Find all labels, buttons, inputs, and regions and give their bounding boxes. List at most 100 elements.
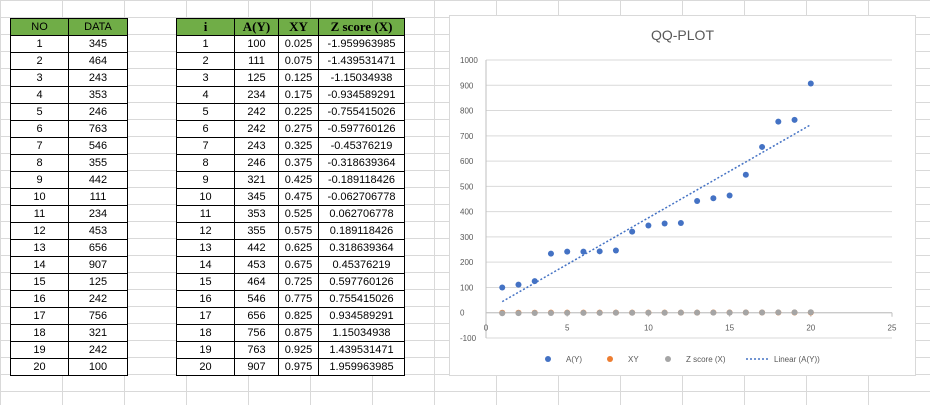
- data-table-cell[interactable]: 656: [68, 239, 128, 257]
- qq-table-cell[interactable]: 19: [176, 341, 235, 359]
- qq-table-cell[interactable]: 125: [234, 69, 279, 87]
- qq-table-header-cell[interactable]: Z score (X): [318, 18, 405, 36]
- data-table-cell[interactable]: 7: [10, 137, 69, 155]
- qq-table-cell[interactable]: 0.875: [278, 324, 319, 342]
- data-table-cell[interactable]: 13: [10, 239, 69, 257]
- data-table-cell[interactable]: 453: [68, 222, 128, 240]
- qq-table-cell[interactable]: -0.189118426: [318, 171, 405, 189]
- qq-table-cell[interactable]: 15: [176, 273, 235, 291]
- data-table-cell[interactable]: 546: [68, 137, 128, 155]
- qq-table-cell[interactable]: 0.075: [278, 52, 319, 70]
- data-table-cell[interactable]: 345: [68, 35, 128, 53]
- data-table-cell[interactable]: 15: [10, 273, 69, 291]
- qq-table-cell[interactable]: 12: [176, 222, 235, 240]
- qq-table-cell[interactable]: 0.775: [278, 290, 319, 308]
- data-table-cell[interactable]: 4: [10, 86, 69, 104]
- qq-table-cell[interactable]: 0.825: [278, 307, 319, 325]
- qq-table-cell[interactable]: 0.925: [278, 341, 319, 359]
- data-table-cell[interactable]: 6: [10, 120, 69, 138]
- data-table-cell[interactable]: 355: [68, 154, 128, 172]
- qq-table-cell[interactable]: 1.959963985: [318, 358, 405, 376]
- qq-table-cell[interactable]: 9: [176, 171, 235, 189]
- qq-table-cell[interactable]: -0.755415026: [318, 103, 405, 121]
- qq-table-cell[interactable]: 0.318639364: [318, 239, 405, 257]
- data-table-cell[interactable]: 12: [10, 222, 69, 240]
- data-table-cell[interactable]: 907: [68, 256, 128, 274]
- qq-table-cell[interactable]: 0.125: [278, 69, 319, 87]
- qq-table-header-cell[interactable]: i: [176, 18, 235, 36]
- qq-table-cell[interactable]: 246: [234, 154, 279, 172]
- qq-table-cell[interactable]: 20: [176, 358, 235, 376]
- qq-table-cell[interactable]: 0.375: [278, 154, 319, 172]
- qq-table-cell[interactable]: -1.959963985: [318, 35, 405, 53]
- data-table-header-cell[interactable]: NO: [10, 18, 69, 36]
- qq-table-cell[interactable]: 0.675: [278, 256, 319, 274]
- qq-table-header-cell[interactable]: XY: [278, 18, 319, 36]
- data-table-cell[interactable]: 763: [68, 120, 128, 138]
- qq-table-cell[interactable]: 0.934589291: [318, 307, 405, 325]
- data-table-cell[interactable]: 353: [68, 86, 128, 104]
- qq-table-cell[interactable]: 3: [176, 69, 235, 87]
- qq-table-cell[interactable]: 234: [234, 86, 279, 104]
- qq-table-cell[interactable]: 1.439531471: [318, 341, 405, 359]
- data-table-cell[interactable]: 464: [68, 52, 128, 70]
- data-table-cell[interactable]: 17: [10, 307, 69, 325]
- data-table-cell[interactable]: 18: [10, 324, 69, 342]
- qq-table-cell[interactable]: 0.062706778: [318, 205, 405, 223]
- qq-table-cell[interactable]: 907: [234, 358, 279, 376]
- data-table-cell[interactable]: 242: [68, 341, 128, 359]
- qq-table-cell[interactable]: 18: [176, 324, 235, 342]
- qq-table-cell[interactable]: 0.189118426: [318, 222, 405, 240]
- data-table-cell[interactable]: 9: [10, 171, 69, 189]
- qq-table-cell[interactable]: 546: [234, 290, 279, 308]
- qq-table-cell[interactable]: 0.597760126: [318, 273, 405, 291]
- qq-table-cell[interactable]: 0.275: [278, 120, 319, 138]
- data-table-cell[interactable]: 756: [68, 307, 128, 325]
- qq-table-cell[interactable]: 243: [234, 137, 279, 155]
- qq-table-cell[interactable]: 0.575: [278, 222, 319, 240]
- qq-table-cell[interactable]: 0.975: [278, 358, 319, 376]
- data-table-cell[interactable]: 3: [10, 69, 69, 87]
- qq-table-cell[interactable]: -0.597760126: [318, 120, 405, 138]
- qq-table-cell[interactable]: 355: [234, 222, 279, 240]
- qq-table-cell[interactable]: 1: [176, 35, 235, 53]
- qq-table-cell[interactable]: 16: [176, 290, 235, 308]
- qq-table-cell[interactable]: 756: [234, 324, 279, 342]
- qq-table-cell[interactable]: 4: [176, 86, 235, 104]
- data-table-cell[interactable]: 10: [10, 188, 69, 206]
- qq-table-cell[interactable]: 11: [176, 205, 235, 223]
- qq-table-cell[interactable]: 10: [176, 188, 235, 206]
- data-table-cell[interactable]: 246: [68, 103, 128, 121]
- qq-table-cell[interactable]: 0.525: [278, 205, 319, 223]
- data-table-cell[interactable]: 242: [68, 290, 128, 308]
- data-table-cell[interactable]: 19: [10, 341, 69, 359]
- qq-table-cell[interactable]: 13: [176, 239, 235, 257]
- qq-table-cell[interactable]: 111: [234, 52, 279, 70]
- qq-table-cell[interactable]: 2: [176, 52, 235, 70]
- qq-table-cell[interactable]: 0.725: [278, 273, 319, 291]
- qq-table-cell[interactable]: 464: [234, 273, 279, 291]
- data-table-cell[interactable]: 111: [68, 188, 128, 206]
- qq-table-cell[interactable]: 1.15034938: [318, 324, 405, 342]
- qq-table-cell[interactable]: 6: [176, 120, 235, 138]
- qq-table-cell[interactable]: 0.475: [278, 188, 319, 206]
- qq-table-cell[interactable]: 5: [176, 103, 235, 121]
- data-table-cell[interactable]: 16: [10, 290, 69, 308]
- data-table-cell[interactable]: 100: [68, 358, 128, 376]
- qq-table-cell[interactable]: -0.934589291: [318, 86, 405, 104]
- data-table-cell[interactable]: 321: [68, 324, 128, 342]
- data-table-cell[interactable]: 234: [68, 205, 128, 223]
- qq-table-header-cell[interactable]: A(Y): [234, 18, 279, 36]
- qq-table-cell[interactable]: 100: [234, 35, 279, 53]
- data-table-cell[interactable]: 1: [10, 35, 69, 53]
- qq-table-cell[interactable]: 0.425: [278, 171, 319, 189]
- data-table-cell[interactable]: 125: [68, 273, 128, 291]
- qq-table-cell[interactable]: 0.325: [278, 137, 319, 155]
- qq-table-cell[interactable]: 0.025: [278, 35, 319, 53]
- qq-table-cell[interactable]: 0.175: [278, 86, 319, 104]
- data-table-cell[interactable]: 5: [10, 103, 69, 121]
- qq-table-cell[interactable]: 442: [234, 239, 279, 257]
- qq-table-cell[interactable]: 0.625: [278, 239, 319, 257]
- qq-table-cell[interactable]: -0.062706778: [318, 188, 405, 206]
- qq-table-cell[interactable]: 7: [176, 137, 235, 155]
